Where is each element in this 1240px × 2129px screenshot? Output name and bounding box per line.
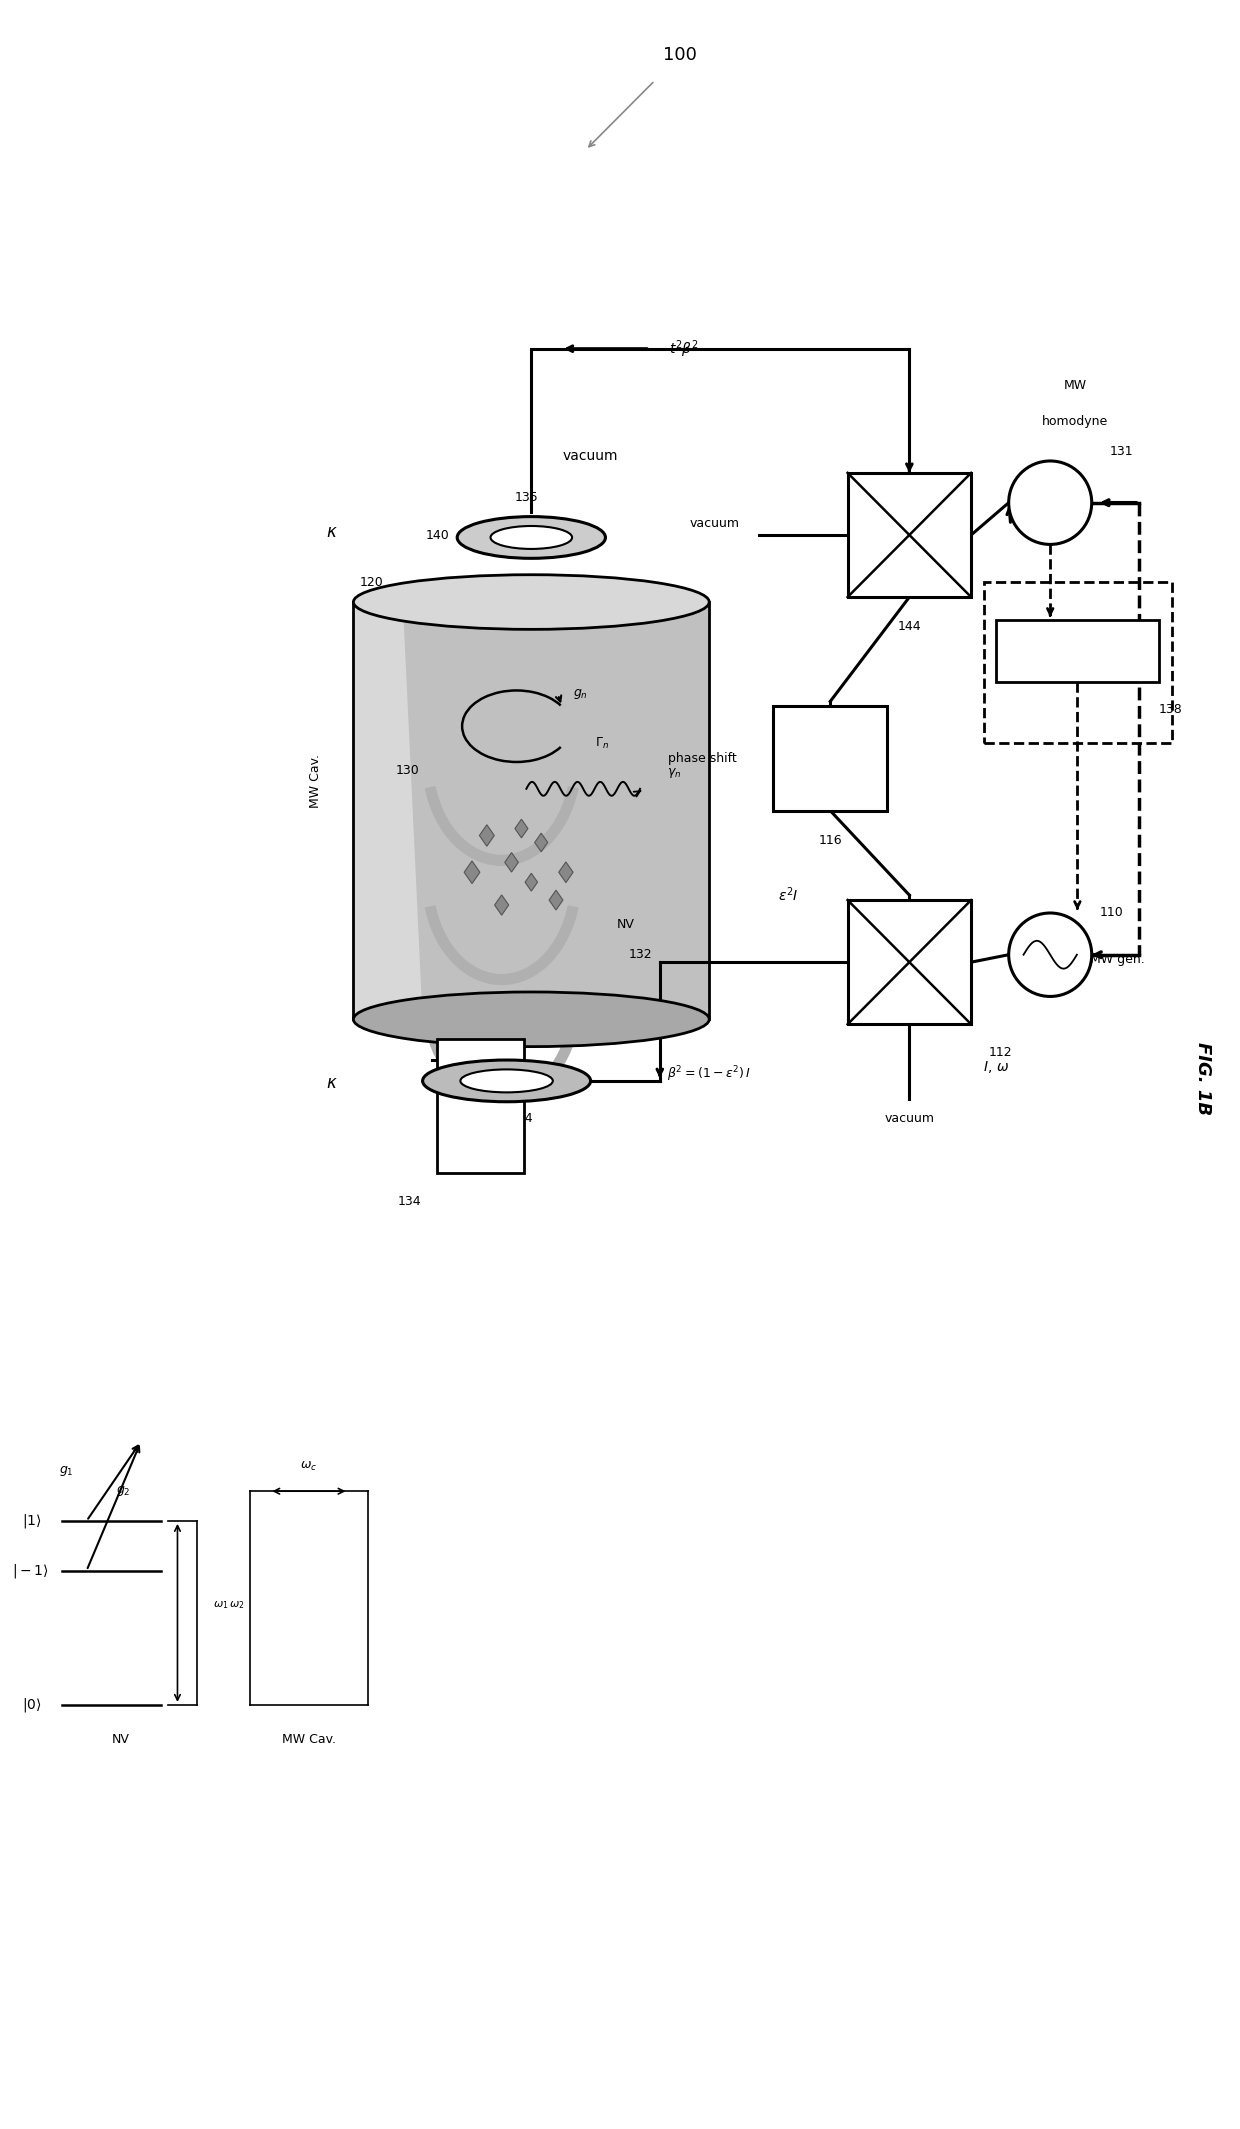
Polygon shape (353, 603, 423, 1020)
Text: phase shift: phase shift (668, 752, 737, 764)
Text: 100: 100 (662, 45, 697, 64)
Circle shape (1008, 462, 1091, 545)
Text: 114: 114 (510, 1111, 533, 1124)
Text: $g_2$: $g_2$ (115, 1484, 130, 1499)
Polygon shape (515, 820, 528, 839)
Bar (985, 581, 1172, 743)
Text: 140: 140 (425, 528, 449, 543)
Polygon shape (464, 860, 480, 884)
Text: $\omega_c$: $\omega_c$ (300, 1460, 317, 1473)
Polygon shape (505, 852, 518, 873)
Text: FIG. 1B: FIG. 1B (1194, 1043, 1213, 1116)
Ellipse shape (458, 517, 605, 558)
Text: 132: 132 (629, 947, 652, 960)
Text: MW: MW (1064, 379, 1086, 392)
Text: $\varepsilon^2 I$: $\varepsilon^2 I$ (777, 886, 799, 905)
Text: 138: 138 (1159, 703, 1183, 715)
Text: pump: pump (475, 1088, 487, 1124)
Bar (353, 603, 709, 1020)
Ellipse shape (353, 575, 709, 630)
Text: NV: NV (112, 1733, 130, 1746)
Polygon shape (534, 832, 548, 852)
Text: I: I (1048, 496, 1052, 509)
Polygon shape (480, 824, 495, 845)
Text: vacuum: vacuum (884, 1111, 935, 1124)
Bar (774, 707, 887, 811)
Text: vacuum: vacuum (563, 449, 619, 462)
Polygon shape (549, 890, 563, 909)
Text: $|1\rangle$: $|1\rangle$ (22, 1512, 42, 1531)
Circle shape (1008, 913, 1091, 996)
Text: MW Cav.: MW Cav. (281, 1733, 336, 1746)
Text: 134: 134 (398, 1194, 422, 1207)
Text: 120: 120 (360, 575, 383, 588)
Text: $g_1$: $g_1$ (60, 1465, 74, 1478)
Text: MW Cav.: MW Cav. (309, 754, 322, 807)
Text: $|-1\rangle$: $|-1\rangle$ (12, 1563, 48, 1580)
Polygon shape (525, 873, 537, 892)
Text: $\kappa$: $\kappa$ (326, 524, 337, 541)
Text: $\gamma_n$: $\gamma_n$ (667, 766, 682, 779)
Text: 135: 135 (515, 492, 538, 505)
Polygon shape (559, 862, 573, 884)
Text: 130: 130 (396, 764, 419, 777)
Bar (848, 901, 971, 1024)
Ellipse shape (491, 526, 572, 549)
Ellipse shape (423, 1060, 590, 1101)
Text: $\omega_1\,\omega_2$: $\omega_1\,\omega_2$ (213, 1599, 244, 1612)
Bar (848, 473, 971, 596)
Text: MW gen.: MW gen. (1090, 954, 1145, 967)
Text: $|0\rangle$: $|0\rangle$ (22, 1697, 42, 1714)
Bar (438, 1039, 525, 1173)
Text: feedback: feedback (1049, 645, 1106, 658)
Text: $\beta^2=(1-\varepsilon^2)\,I$: $\beta^2=(1-\varepsilon^2)\,I$ (667, 1064, 751, 1084)
Text: $g_n$: $g_n$ (573, 688, 588, 700)
Text: $I,\,\omega$: $I,\,\omega$ (982, 1058, 1009, 1075)
Text: 112: 112 (990, 1045, 1013, 1058)
Text: $\kappa$: $\kappa$ (326, 1073, 337, 1092)
Ellipse shape (353, 992, 709, 1047)
Ellipse shape (460, 1069, 553, 1092)
Text: 110: 110 (1100, 907, 1123, 920)
Text: 116: 116 (818, 835, 842, 847)
Polygon shape (495, 894, 508, 915)
Text: vacuum: vacuum (449, 1148, 505, 1162)
Text: $t^2\beta^2$: $t^2\beta^2$ (670, 339, 699, 360)
Text: vacuum: vacuum (689, 517, 739, 530)
Text: $\Gamma_n$: $\Gamma_n$ (595, 735, 610, 752)
Text: homodyne: homodyne (1042, 415, 1109, 428)
Text: 131: 131 (1110, 445, 1133, 458)
Bar (996, 620, 1159, 681)
Text: 144: 144 (898, 620, 921, 632)
Text: NV: NV (616, 918, 634, 930)
